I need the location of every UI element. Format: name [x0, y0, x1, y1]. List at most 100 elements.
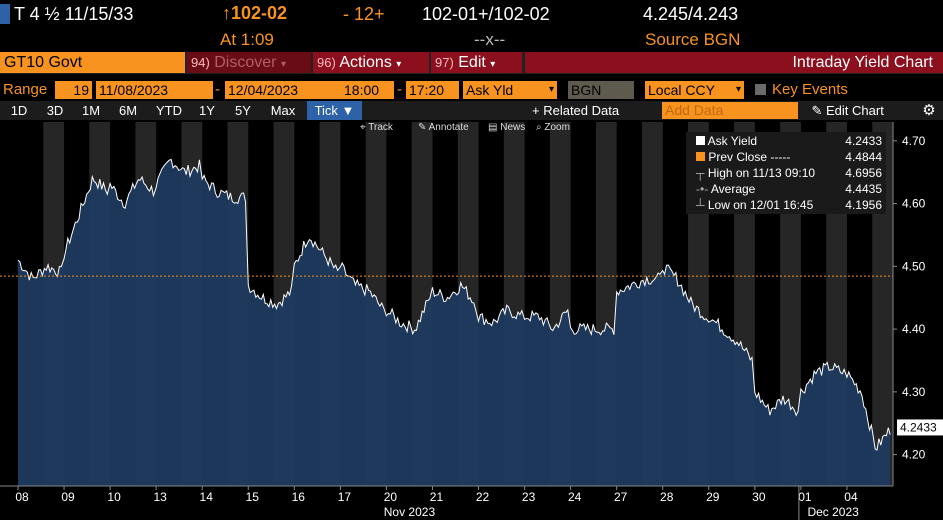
x-tick-label: 28	[660, 490, 674, 504]
average-marker-icon: -•-	[696, 182, 709, 196]
x-tick-label: 21	[430, 490, 444, 504]
security-marker	[0, 4, 10, 24]
y-tick-label: 4.30	[902, 385, 926, 399]
last-price: ↑102-02	[222, 3, 288, 23]
annotate-label: Annotate	[428, 122, 469, 133]
x-tick-label: 30	[752, 490, 766, 504]
time-separator: -	[397, 81, 402, 98]
legend-prev-close-label: Prev Close -----	[708, 150, 791, 164]
edit-button[interactable]: 97) Edit ▾	[431, 52, 522, 73]
field-select-value: Ask Yld	[466, 82, 514, 98]
period-6m[interactable]: 6M	[118, 103, 138, 118]
range-bar: Range 19 11/08/2023 - 12/04/2023 18:00 -…	[0, 80, 943, 100]
pencil-icon: ✎	[811, 103, 823, 118]
x-tick-label: 14	[200, 490, 214, 504]
annotate-icon: ✎	[418, 122, 427, 133]
source-field[interactable]: BGN	[568, 81, 634, 99]
high-marker-icon: ┬	[696, 166, 705, 180]
track-icon: ⌖	[360, 122, 366, 133]
actions-label: Actions	[339, 54, 392, 71]
y-tick-label: 4.40	[902, 322, 926, 336]
low-marker-icon: ┴	[696, 198, 705, 212]
edit-number: 97)	[435, 55, 454, 70]
y-tick-label: 4.50	[902, 259, 926, 273]
track-tool[interactable]: ⌖ Track	[360, 122, 393, 133]
x-tick-label: 04	[844, 490, 858, 504]
dropdown-arrow-icon: ▾	[396, 59, 402, 70]
currency-select[interactable]: Local CCY ▾	[645, 81, 744, 99]
start-time-field[interactable]: 18:00	[341, 81, 394, 99]
prev-close-swatch	[696, 152, 705, 161]
bid-ask-price: 102-01+/102-02	[422, 4, 550, 24]
legend-low-value: 4.1956	[845, 198, 882, 212]
quote-line: T 4 ½ 11/15/33 ↑102-02 - 12+ 102-01+/102…	[0, 0, 943, 28]
security-ticker-field[interactable]: GT10 Govt	[0, 52, 185, 73]
range-separator: -	[215, 81, 220, 98]
field-select[interactable]: Ask Yld ▾	[463, 81, 557, 99]
last-value-label: 4.2433	[900, 420, 937, 434]
currency-select-value: Local CCY	[648, 82, 715, 98]
dropdown-arrow-icon: ▾	[490, 59, 496, 70]
yield-line	[17, 158, 891, 451]
net-change: - 12+	[343, 4, 385, 24]
last-value-tag	[897, 419, 943, 436]
y-axis: 4.20 4.30 4.40 4.50 4.60 4.70 4.2433	[892, 122, 943, 486]
x-axis: 08 09 10 13 14 15 16 17 20 21 22 23 24 27 28 29 30 01 04 No…	[0, 485, 893, 520]
period-ytd[interactable]: YTD	[156, 103, 182, 118]
x-tick-label: 10	[107, 490, 121, 504]
yield-area	[17, 158, 891, 486]
period-5y[interactable]: 5Y	[235, 103, 251, 118]
intraday-yield-chart[interactable]: 4.20 4.30 4.40 4.50 4.60 4.70 4.2433 08 09 10 13 1…	[0, 120, 943, 520]
key-events-checkbox[interactable]	[755, 84, 766, 95]
add-data-input[interactable]: Add Data	[662, 102, 798, 119]
range-days-field[interactable]: 19	[55, 81, 92, 99]
discover-number: 94)	[191, 55, 210, 70]
legend-prev-close-value: 4.4844	[845, 150, 882, 164]
gear-icon[interactable]: ⚙	[922, 102, 936, 119]
legend-ask-yield-label: Ask Yield	[707, 134, 758, 148]
period-1m[interactable]: 1M	[81, 103, 101, 118]
period-bar: 1D 3D 1M 6M YTD 1Y 5Y Max Tick ▼ + Relat…	[0, 101, 943, 120]
period-max[interactable]: Max	[270, 103, 296, 118]
legend-low-label: Low on 12/01 16:45	[707, 198, 814, 212]
range-label: Range	[3, 81, 48, 98]
period-1y[interactable]: 1Y	[199, 103, 215, 118]
start-date-field[interactable]: 11/08/2023	[96, 81, 213, 99]
edit-label: Edit	[458, 54, 486, 71]
y-tick-label: 4.70	[902, 134, 926, 148]
related-data-button[interactable]: + Related Data	[532, 103, 620, 118]
end-time-field[interactable]: 17:20	[406, 81, 459, 99]
y-tick-label: 4.20	[902, 448, 926, 462]
actions-button[interactable]: 96) Actions ▾	[313, 52, 429, 73]
x-tick-label: 20	[384, 490, 398, 504]
legend-average-value: 4.4435	[845, 182, 882, 196]
end-date-field[interactable]: 12/04/2023	[225, 81, 341, 99]
zoom-tool[interactable]: ⌕ Zoom	[536, 122, 570, 133]
annotate-tool[interactable]: ✎ Annotate	[418, 122, 469, 133]
legend-ask-yield-value: 4.2433	[845, 134, 882, 148]
chart-legend: Ask Yield 4.2433 Prev Close ----- 4.4844…	[686, 132, 886, 214]
discover-button[interactable]: 94) Discover ▾	[187, 52, 311, 73]
bid-ask-yield: 4.245/4.243	[643, 4, 739, 24]
legend-high-label: High on 11/13 09:10	[707, 166, 816, 180]
x-tick-label: 15	[246, 490, 260, 504]
news-tool[interactable]: ▤ News	[488, 122, 525, 133]
x-tick-label: 16	[292, 490, 306, 504]
period-1d[interactable]: 1D	[10, 103, 28, 118]
zoom-icon: ⌕	[536, 122, 542, 133]
discover-label: Discover	[214, 54, 277, 71]
function-toolbar: GT10 Govt 94) Discover ▾ 96) Actions ▾ 9…	[0, 52, 943, 74]
period-3d[interactable]: 3D	[46, 103, 64, 118]
quote-subline: At 1:09 --x-- Source BGN	[0, 28, 943, 50]
x-tick-label: 13	[153, 490, 167, 504]
x-tick-label: 27	[614, 490, 628, 504]
period-tick-select[interactable]: Tick ▼	[307, 101, 362, 120]
dropdown-arrow-icon: ▾	[548, 84, 554, 95]
legend-prev-close[interactable]: Prev Close ----- 4.4844	[696, 149, 882, 165]
security-description: T 4 ½ 11/15/33	[14, 4, 134, 24]
month-label: Dec 2023	[807, 505, 859, 519]
legend-ask-yield[interactable]: Ask Yield 4.2433	[696, 133, 882, 149]
x-tick-label: 22	[476, 490, 490, 504]
period-tick-label: Tick	[314, 103, 338, 118]
edit-chart-button[interactable]: Edit Chart	[826, 103, 884, 118]
